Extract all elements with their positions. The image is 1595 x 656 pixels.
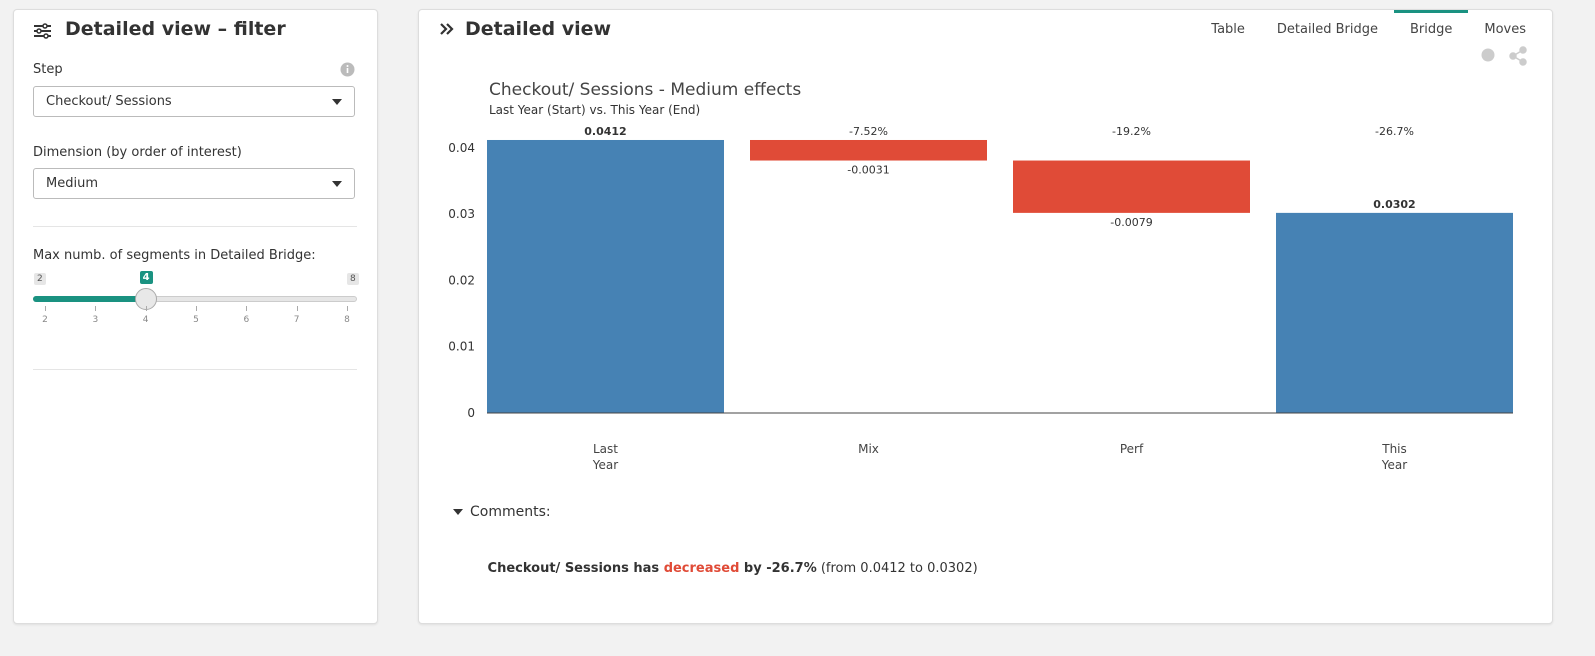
tab[interactable]: Detailed Bridge xyxy=(1276,22,1378,37)
chart-subtitle: Last Year (Start) vs. This Year (End) xyxy=(489,103,700,117)
filter-icon xyxy=(34,23,51,39)
comment-direction: decreased xyxy=(663,561,740,576)
x-tick-label: Last Year xyxy=(592,442,619,472)
slider-max-badge: 8 xyxy=(347,273,359,285)
slider[interactable]: 2 8 4 2 3 4 5 6 7 8 xyxy=(14,268,377,338)
x-tick-label: This Year xyxy=(1381,442,1408,472)
comment-change: by -26.7% xyxy=(739,561,817,576)
field-label: Step xyxy=(33,62,63,77)
share-icon[interactable] xyxy=(1509,46,1527,66)
slider-tick xyxy=(95,306,97,311)
value-label: -0.0031 xyxy=(847,164,889,177)
y-tick-label: 0.01 xyxy=(448,340,475,354)
slider-tick xyxy=(347,306,348,311)
y-tick-label: 0.03 xyxy=(448,207,475,221)
value-label: 0.0302 xyxy=(1373,198,1415,211)
value-label: 0.0412 xyxy=(584,125,626,138)
y-tick-label: 0 xyxy=(467,406,475,420)
bar xyxy=(487,139,724,413)
expand-icon[interactable] xyxy=(440,23,454,35)
slider-tick-label: 8 xyxy=(344,315,350,325)
slider-min-badge: 2 xyxy=(34,273,46,285)
change-label: -19.2% xyxy=(1112,125,1151,138)
comment-text: Checkout/ Sessions has decreased by -26.… xyxy=(471,546,978,591)
step-select[interactable]: Checkout/ Sessions xyxy=(33,86,355,117)
slider-tick-label: 4 xyxy=(142,315,149,325)
slider-tick-label: 2 xyxy=(42,315,48,325)
slider-tick xyxy=(296,306,298,311)
y-tick-label: 0.02 xyxy=(448,273,475,287)
tab-bar: Table Detailed Bridge Bridge Moves xyxy=(1195,10,1542,45)
change-label: -26.7% xyxy=(1375,125,1414,138)
slider-tick xyxy=(246,306,248,311)
slider-fill xyxy=(33,296,146,302)
y-tick-label: 0.04 xyxy=(448,141,475,155)
field-label: Dimension (by order of interest) xyxy=(33,145,242,160)
x-tick-label: Mix xyxy=(858,442,879,456)
value-label: -0.0079 xyxy=(1110,216,1152,229)
slider-tick-label: 3 xyxy=(92,315,99,325)
filter-panel: Detailed view – filter Step Checkout/ Se… xyxy=(13,9,378,624)
bar xyxy=(1276,212,1513,413)
tab[interactable]: Moves xyxy=(1484,22,1526,37)
slider-tick-label: 7 xyxy=(293,315,300,325)
bar xyxy=(1013,160,1250,213)
collapse-icon[interactable] xyxy=(452,508,464,516)
main-panel: Checkout/ Sessions - Medium effects Last … xyxy=(418,9,1553,624)
slider-tick xyxy=(196,306,197,311)
slider-label: Max numb. of segments in Detailed Bridge… xyxy=(33,248,316,263)
change-label: -7.52% xyxy=(849,125,888,138)
slider-tick-label: 6 xyxy=(243,315,250,325)
slider-tick xyxy=(45,306,46,311)
panel-title: Detailed view – filter xyxy=(65,18,286,40)
divider xyxy=(33,226,357,227)
chart-title: Checkout/ Sessions - Medium effects xyxy=(489,80,801,100)
tab[interactable]: Table xyxy=(1211,22,1245,37)
bar xyxy=(750,139,987,161)
chart: Checkout/ Sessions - Medium effects Last … xyxy=(440,23,1527,420)
comment-range: (from 0.0412 to 0.0302) xyxy=(816,561,978,576)
panel-title: Detailed view xyxy=(465,18,612,40)
slider-tick-label: 5 xyxy=(193,315,199,325)
comments-heading[interactable]: Comments: xyxy=(470,504,551,520)
info-icon[interactable] xyxy=(340,62,355,77)
comment-subject: Checkout/ Sessions has xyxy=(487,561,664,576)
dimension-select[interactable]: Medium xyxy=(33,168,355,199)
divider xyxy=(33,369,357,370)
slider-tick xyxy=(145,306,147,311)
slider-value-badge: 4 xyxy=(139,271,153,284)
tab[interactable]: Bridge xyxy=(1393,10,1469,45)
info-icon[interactable] xyxy=(1481,48,1495,62)
x-tick-label: Perf xyxy=(1119,442,1144,456)
